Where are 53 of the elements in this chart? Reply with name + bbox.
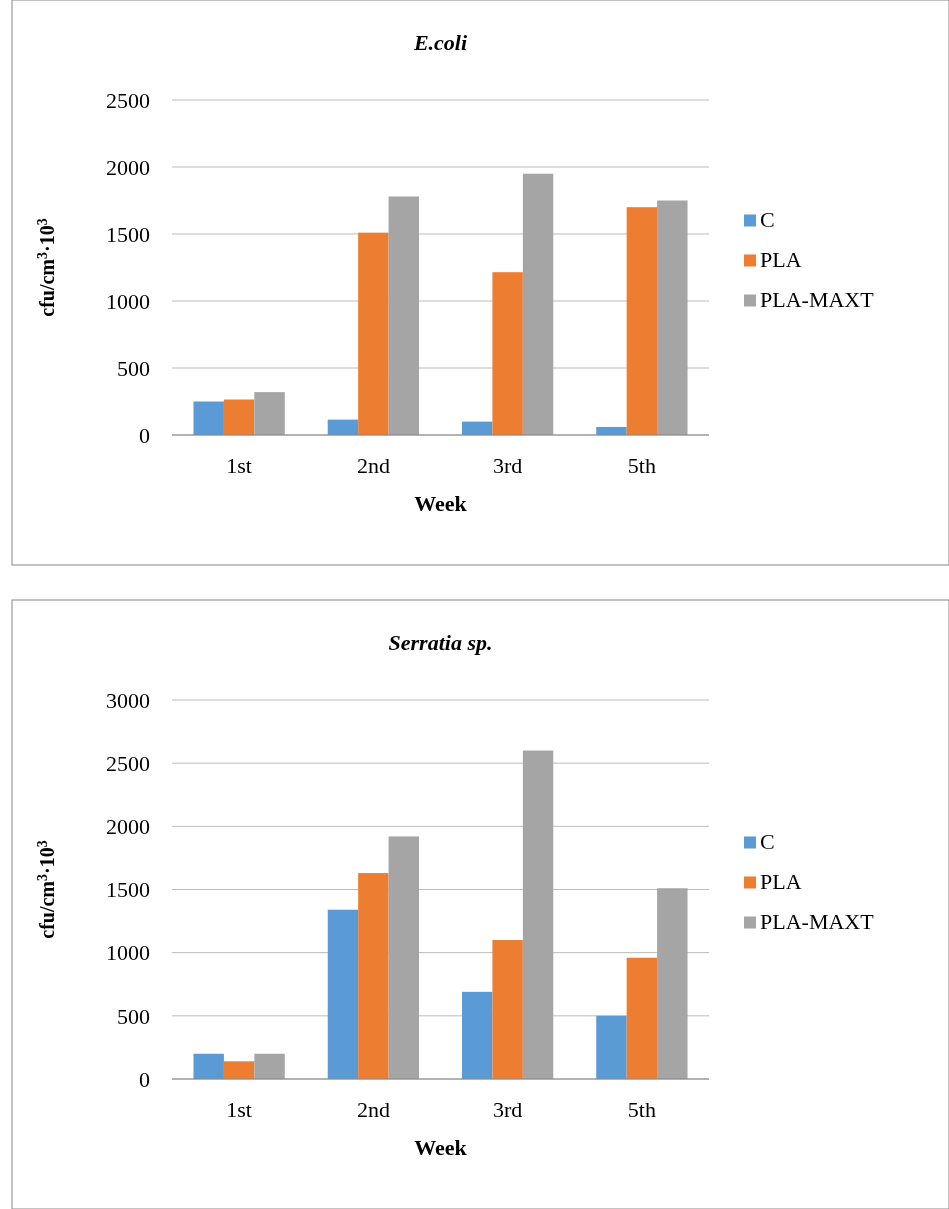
bar (388, 196, 420, 435)
bar (223, 399, 255, 435)
y-tick-label: 500 (117, 355, 150, 381)
bar (522, 173, 554, 435)
bar (254, 1053, 285, 1079)
y-tick-label: 2000 (106, 154, 150, 180)
bar (657, 888, 688, 1079)
x-axis-title: Week (414, 491, 468, 516)
bar (358, 232, 389, 435)
y-tick-label: 1000 (106, 288, 150, 314)
y-tick-label: 0 (139, 422, 150, 448)
x-tick-label: 5th (627, 1097, 656, 1122)
chart-title: Serratia sp. (388, 630, 493, 655)
bar (596, 1015, 627, 1079)
y-tick-label: 2500 (106, 87, 150, 113)
bar (327, 909, 359, 1079)
x-tick-label: 3rd (492, 1097, 523, 1122)
x-tick-label: 3rd (492, 453, 523, 478)
y-tick-label: 500 (117, 1003, 150, 1029)
legend-label: PLA (760, 246, 802, 272)
chart-title: E.coli (412, 30, 468, 55)
legend-label: PLA (760, 868, 802, 894)
y-tick-label: 2000 (106, 814, 150, 840)
legend-label: PLA-MAXT (760, 908, 875, 934)
bar (492, 272, 523, 435)
bar (223, 1061, 255, 1079)
bar (461, 991, 493, 1079)
y-tick-label: 1000 (106, 940, 150, 966)
x-tick-label: 2nd (356, 453, 390, 478)
bar (388, 836, 420, 1079)
bar (626, 207, 658, 435)
bar (626, 957, 658, 1079)
bar (492, 940, 523, 1079)
x-tick-label: 1st (226, 453, 252, 478)
y-tick-label: 1500 (106, 877, 150, 903)
legend-label: C (760, 828, 775, 854)
x-axis-title: Week (414, 1135, 468, 1160)
bar (358, 873, 389, 1079)
y-tick-label: 3000 (106, 687, 150, 713)
bar (657, 200, 688, 435)
bar (327, 419, 359, 435)
bar (522, 750, 554, 1079)
bar (193, 401, 224, 435)
y-tick-label: 1500 (106, 221, 150, 247)
x-tick-label: 1st (226, 1097, 252, 1122)
legend-label: C (760, 206, 775, 232)
y-tick-label: 0 (139, 1066, 150, 1092)
bar (193, 1053, 224, 1079)
bar (254, 392, 285, 435)
x-tick-label: 5th (627, 453, 656, 478)
y-tick-label: 2500 (106, 750, 150, 776)
x-tick-label: 2nd (356, 1097, 390, 1122)
legend-label: PLA-MAXT (760, 286, 875, 312)
